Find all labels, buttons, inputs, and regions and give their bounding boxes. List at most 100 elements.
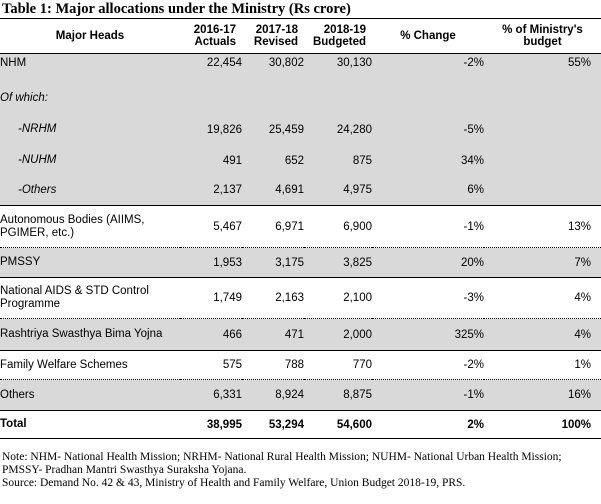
cell-actuals xyxy=(180,83,242,114)
row-label-line1: Autonomous Bodies (AIIMS, xyxy=(0,213,145,226)
cell-actuals: 1,953 xyxy=(180,247,242,278)
header-share: % of Ministry's budget xyxy=(484,18,601,54)
table-row-nhm: NHM 22,454 30,802 30,130 -2% 55% xyxy=(0,53,601,84)
cell-share: 13% xyxy=(484,205,601,248)
table-row-total: Total 38,995 53,294 54,600 2% 100% xyxy=(0,410,601,439)
cell-change: 6% xyxy=(372,175,484,206)
header-row: Major Heads 2016-17 Actuals 2017-18 Revi… xyxy=(0,18,601,54)
cell-actuals: 1,749 xyxy=(180,277,242,319)
cell-revised: 652 xyxy=(242,145,304,176)
table-row-of-which: Of which: xyxy=(0,83,601,114)
cell-revised: 471 xyxy=(242,318,304,351)
total-share: 100% xyxy=(484,410,601,439)
total-budgeted: 54,600 xyxy=(304,410,372,439)
cell-revised: 3,175 xyxy=(242,247,304,278)
cell-share xyxy=(484,83,601,114)
row-label: -Others xyxy=(0,175,180,206)
table-row-pmssy: PMSSY 1,953 3,175 3,825 20% 7% xyxy=(0,247,601,278)
cell-change xyxy=(372,83,484,114)
row-label: -NUHM xyxy=(0,145,180,176)
table-row-autonomous-bodies: Autonomous Bodies (AIIMS, PGIMER, etc.) … xyxy=(0,205,601,248)
total-label: Total xyxy=(0,410,180,439)
header-share-line2: budget xyxy=(523,36,562,48)
allocations-table: Major Heads 2016-17 Actuals 2017-18 Revi… xyxy=(0,18,601,439)
cell-share: 4% xyxy=(484,318,601,351)
cell-budgeted: 875 xyxy=(304,145,372,176)
cell-budgeted: 4,975 xyxy=(304,175,372,206)
cell-actuals: 575 xyxy=(180,350,242,380)
cell-actuals: 466 xyxy=(180,318,242,351)
cell-share: 7% xyxy=(484,247,601,278)
row-label: NHM xyxy=(0,53,180,84)
cell-actuals: 2,137 xyxy=(180,175,242,206)
cell-actuals: 5,467 xyxy=(180,205,242,248)
table-row-nrhm: -NRHM 19,826 25,459 24,280 -5% xyxy=(0,113,601,146)
header-budgeted-label: Budgeted xyxy=(312,36,366,48)
cell-budgeted: 30,130 xyxy=(304,53,372,84)
cell-budgeted: 2,000 xyxy=(304,318,372,351)
note-source: Source: Demand No. 42 & 43, Ministry of … xyxy=(2,477,466,489)
cell-revised xyxy=(242,83,304,114)
cell-budgeted: 24,280 xyxy=(304,113,372,146)
total-change: 2% xyxy=(372,410,484,439)
row-label: -NRHM xyxy=(0,113,180,146)
header-budgeted: 2018-19 Budgeted xyxy=(304,18,372,54)
row-label: Rashtriya Swasthya Bima Yojna xyxy=(0,318,180,351)
header-revised-label: Revised xyxy=(253,36,298,48)
total-actuals: 38,995 xyxy=(180,410,242,439)
row-label: Family Welfare Schemes xyxy=(0,350,180,380)
cell-budgeted xyxy=(304,83,372,114)
cell-share xyxy=(484,113,601,146)
cell-change: -5% xyxy=(372,113,484,146)
header-actuals: 2016-17 Actuals xyxy=(180,18,242,54)
cell-revised: 6,971 xyxy=(242,205,304,248)
cell-budgeted: 6,900 xyxy=(304,205,372,248)
cell-revised: 8,924 xyxy=(242,379,304,411)
table-notes: Note: NHM- National Health Mission; NRHM… xyxy=(2,451,598,490)
table-row-rsby: Rashtriya Swasthya Bima Yojna 466 471 2,… xyxy=(0,318,601,351)
header-actuals-label: Actuals xyxy=(194,36,236,48)
cell-actuals: 491 xyxy=(180,145,242,176)
row-label: Autonomous Bodies (AIIMS, PGIMER, etc.) xyxy=(0,205,180,248)
cell-share xyxy=(484,145,601,176)
row-label: PMSSY xyxy=(0,247,180,278)
cell-revised: 4,691 xyxy=(242,175,304,206)
table-row-nhm-others: -Others 2,137 4,691 4,975 6% xyxy=(0,175,601,206)
cell-change: -1% xyxy=(372,379,484,411)
header-revised: 2017-18 Revised xyxy=(242,18,304,54)
header-revised-year: 2017-18 xyxy=(255,24,298,36)
cell-share: 1% xyxy=(484,350,601,380)
cell-change: -2% xyxy=(372,53,484,84)
cell-share: 16% xyxy=(484,379,601,411)
cell-share: 4% xyxy=(484,277,601,319)
table-row-national-aids: National AIDS & STD Control Programme 1,… xyxy=(0,277,601,319)
cell-revised: 788 xyxy=(242,350,304,380)
cell-change: -3% xyxy=(372,277,484,319)
header-major-heads: Major Heads xyxy=(0,18,180,54)
table-row-family-welfare: Family Welfare Schemes 575 788 770 -2% 1… xyxy=(0,350,601,380)
cell-actuals: 19,826 xyxy=(180,113,242,146)
header-actuals-year: 2016-17 xyxy=(193,24,236,36)
cell-share: 55% xyxy=(484,53,601,84)
table-row-others: Others 6,331 8,924 8,875 -1% 16% xyxy=(0,379,601,411)
cell-budgeted: 3,825 xyxy=(304,247,372,278)
header-budgeted-year: 2018-19 xyxy=(323,24,366,36)
cell-budgeted: 770 xyxy=(304,350,372,380)
cell-revised: 25,459 xyxy=(242,113,304,146)
cell-change: 34% xyxy=(372,145,484,176)
cell-actuals: 6,331 xyxy=(180,379,242,411)
cell-budgeted: 8,875 xyxy=(304,379,372,411)
cell-change: 325% xyxy=(372,318,484,351)
header-share-line1: % of Ministry's xyxy=(502,24,583,36)
cell-actuals: 22,454 xyxy=(180,53,242,84)
cell-change: -2% xyxy=(372,350,484,380)
cell-change: -1% xyxy=(372,205,484,248)
note-abbreviations: Note: NHM- National Health Mission; NRHM… xyxy=(2,451,562,476)
cell-budgeted: 2,100 xyxy=(304,277,372,319)
cell-share xyxy=(484,175,601,206)
row-label-line2: Programme xyxy=(0,298,61,310)
row-label-line1: National AIDS & STD Control xyxy=(0,285,149,297)
cell-change: 20% xyxy=(372,247,484,278)
row-label: Others xyxy=(0,379,180,411)
row-label-line2: PGIMER, etc.) xyxy=(0,226,75,239)
